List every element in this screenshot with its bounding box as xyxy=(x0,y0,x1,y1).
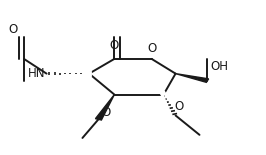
Polygon shape xyxy=(95,95,114,120)
Text: HN: HN xyxy=(28,67,45,80)
Text: O: O xyxy=(147,42,156,55)
Text: O: O xyxy=(8,23,17,36)
Text: O: O xyxy=(110,39,119,52)
Polygon shape xyxy=(176,74,209,82)
Text: O: O xyxy=(102,106,111,119)
Text: O: O xyxy=(174,100,184,113)
Text: OH: OH xyxy=(210,60,228,73)
